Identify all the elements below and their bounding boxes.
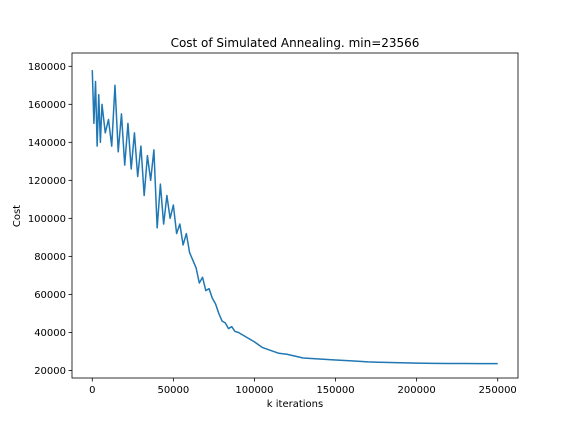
- x-tick-label: 150000: [316, 385, 354, 396]
- axes-frame: [71, 52, 519, 379]
- x-tick-label: 0: [89, 385, 95, 396]
- y-tick-label: 20000: [34, 366, 66, 377]
- x-tick-label: 200000: [398, 385, 436, 396]
- y-tick-label: 80000: [34, 252, 66, 263]
- y-tick-label: 40000: [34, 328, 66, 339]
- y-tick-label: 180000: [28, 62, 66, 73]
- y-tick-label: 120000: [28, 176, 66, 187]
- y-axis-label: Cost: [12, 205, 23, 227]
- y-tick-label: 100000: [28, 214, 66, 225]
- axes: 0 50000 100000 150000 200000 250000 20000 40000…: [28, 52, 519, 396]
- y-tick-label: 60000: [34, 290, 66, 301]
- x-axis-label: k iterations: [267, 399, 323, 410]
- y-tick-label: 140000: [28, 138, 66, 149]
- plot-area: [91, 70, 498, 365]
- series-line-0: [91, 70, 498, 365]
- x-tick-label: 50000: [157, 385, 189, 396]
- chart-title: Cost of Simulated Annealing. min=23566: [171, 36, 420, 50]
- y-tick-label: 160000: [28, 100, 66, 111]
- x-tick-label: 250000: [479, 385, 517, 396]
- x-tick-label: 100000: [235, 385, 273, 396]
